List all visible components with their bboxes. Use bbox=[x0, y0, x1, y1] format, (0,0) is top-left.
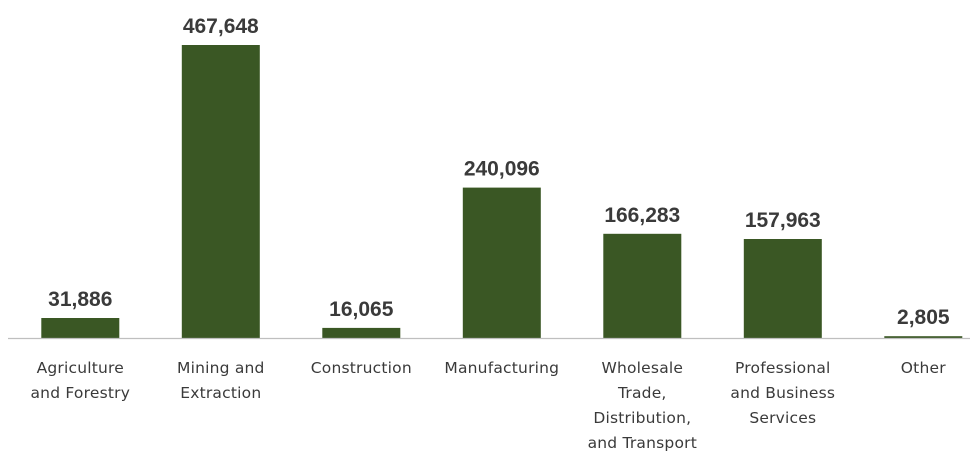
bar-2 bbox=[322, 327, 401, 338]
bar-1 bbox=[181, 45, 260, 338]
category-label-1: Mining and Extraction bbox=[177, 359, 265, 402]
value-label-4: 166,283 bbox=[604, 204, 680, 227]
value-label-1: 467,648 bbox=[183, 15, 259, 38]
category-label-4-line-3: and Transport bbox=[588, 434, 697, 452]
bar-3 bbox=[462, 187, 541, 338]
category-label-2: Construction bbox=[311, 359, 412, 377]
category-label-5-line-1: and Business bbox=[730, 384, 835, 402]
category-label-4-line-0: Wholesale bbox=[601, 359, 683, 377]
bar-6 bbox=[884, 336, 963, 338]
category-label-1-line-1: Extraction bbox=[180, 384, 261, 402]
bars-group bbox=[41, 45, 963, 338]
category-label-6: Other bbox=[901, 359, 946, 377]
value-label-0: 31,886 bbox=[48, 288, 112, 311]
value-label-6: 2,805 bbox=[897, 306, 950, 329]
bar-4 bbox=[603, 233, 682, 338]
category-labels-group: Agriculture and Forestry Mining and Extract… bbox=[30, 359, 946, 452]
category-label-3-line-0: Manufacturing bbox=[444, 359, 559, 377]
value-label-5: 157,963 bbox=[745, 209, 821, 232]
category-label-2-line-0: Construction bbox=[311, 359, 412, 377]
category-label-3: Manufacturing bbox=[444, 359, 559, 377]
category-label-5-line-2: Services bbox=[749, 409, 816, 427]
value-label-3: 240,096 bbox=[464, 158, 540, 181]
category-label-0-line-1: and Forestry bbox=[30, 384, 130, 402]
category-label-5-line-0: Professional bbox=[735, 359, 831, 377]
category-label-4-line-1: Trade, bbox=[617, 384, 667, 402]
category-label-4-line-2: Distribution, bbox=[593, 409, 691, 427]
value-labels-group: 31,886 467,648 16,065 240,096 166,283 157,963… bbox=[48, 15, 950, 329]
category-label-1-line-0: Mining and bbox=[177, 359, 265, 377]
bar-5 bbox=[743, 239, 822, 338]
bar-0 bbox=[41, 318, 120, 338]
category-label-0: Agriculture and Forestry bbox=[30, 359, 130, 402]
value-label-2: 16,065 bbox=[329, 298, 394, 321]
category-label-4: Wholesale Trade, Distribution, and Transpor… bbox=[588, 359, 697, 452]
category-label-6-line-0: Other bbox=[901, 359, 946, 377]
category-label-5: Professional and Business Services bbox=[730, 359, 835, 427]
category-label-0-line-0: Agriculture bbox=[37, 359, 124, 377]
